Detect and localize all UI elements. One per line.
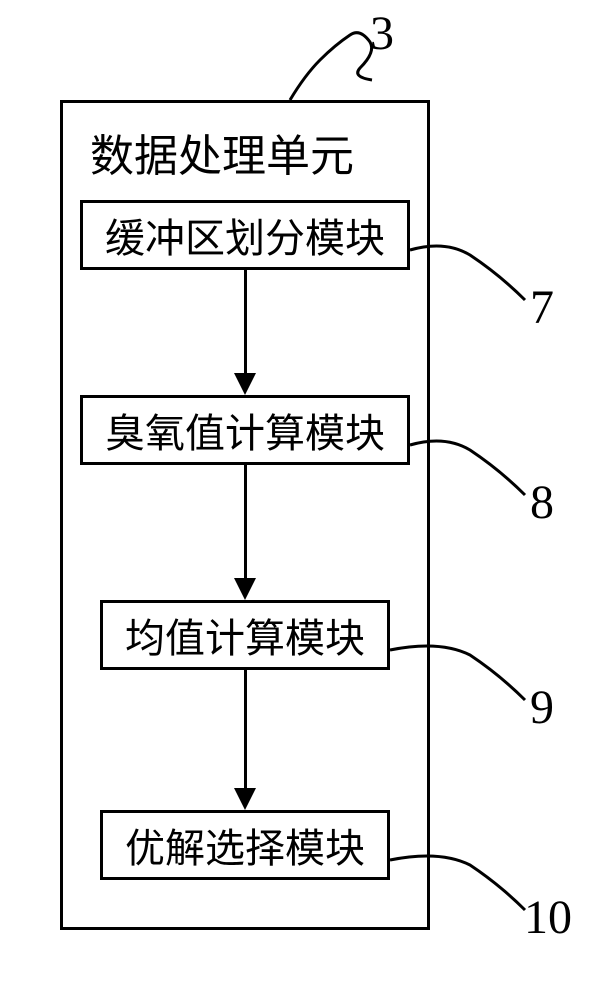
leader-lines bbox=[0, 0, 606, 1000]
leader-curve bbox=[410, 441, 525, 495]
leader-curve bbox=[410, 246, 525, 300]
diagram-canvas: 数据处理单元3缓冲区划分模块臭氧值计算模块均值计算模块优解选择模块78910 bbox=[0, 0, 606, 1000]
leader-curve-top bbox=[290, 33, 372, 100]
leader-curve bbox=[390, 856, 525, 910]
leader-curve bbox=[390, 646, 525, 700]
